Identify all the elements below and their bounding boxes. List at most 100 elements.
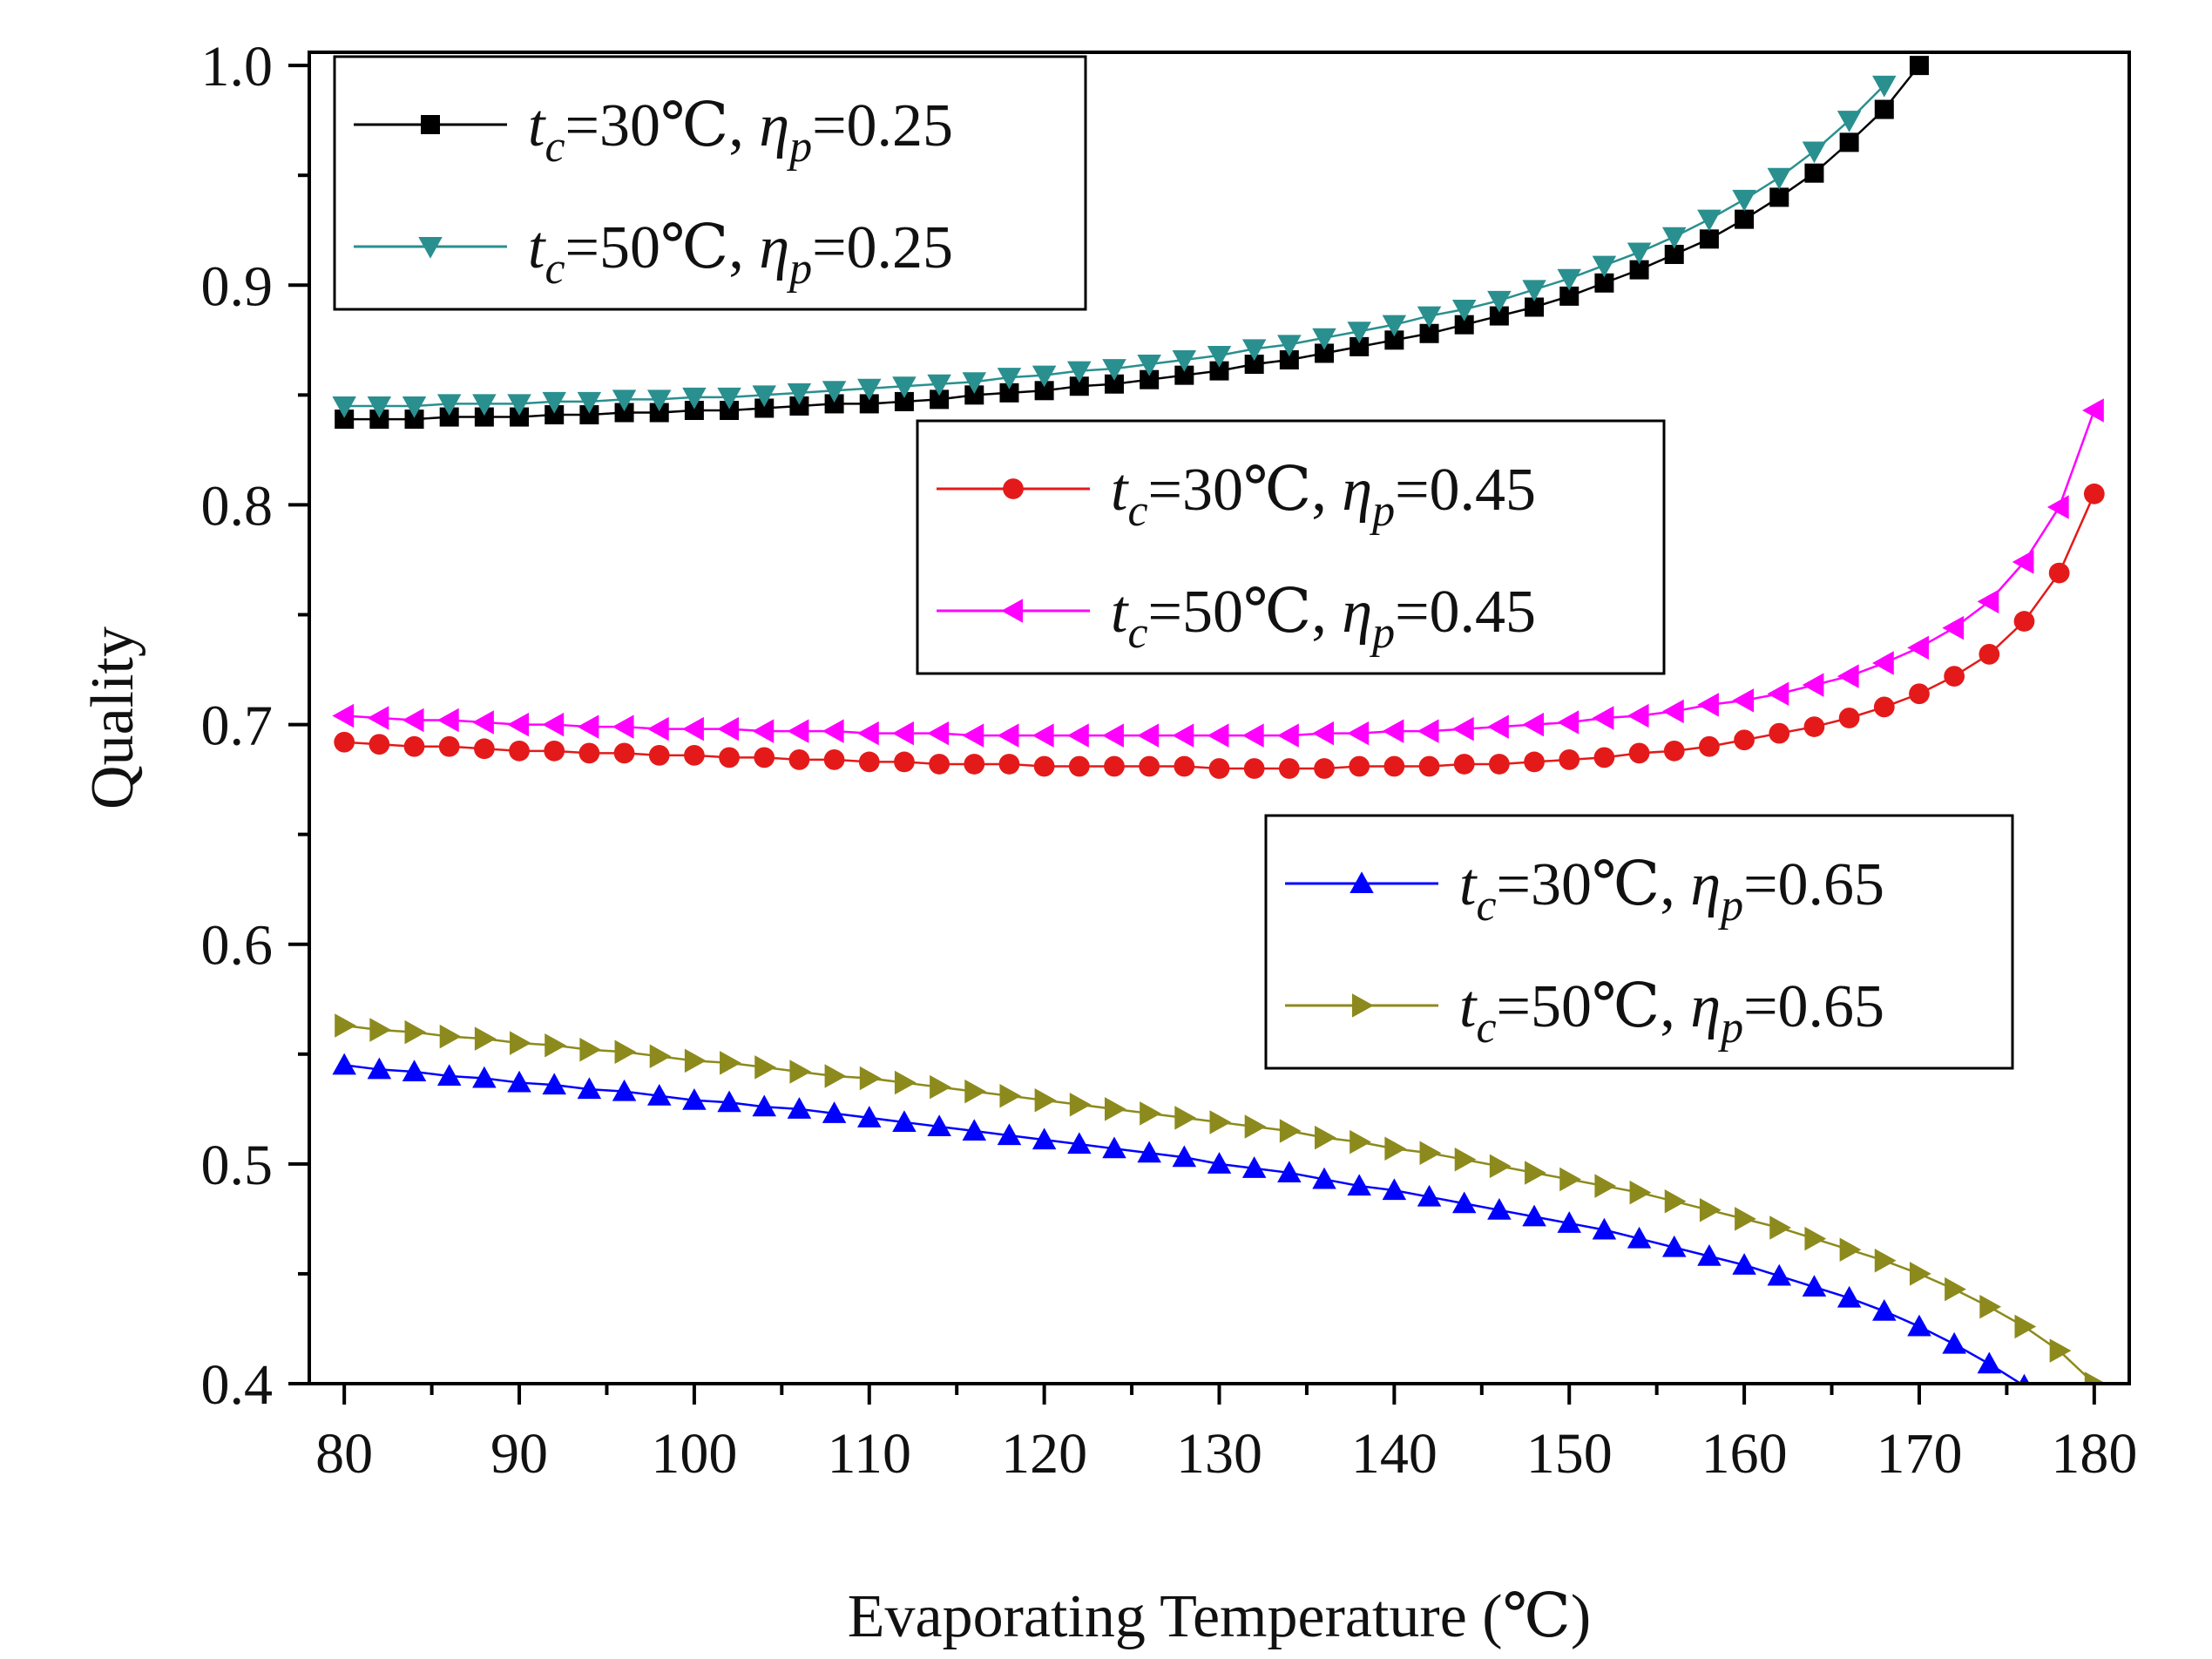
data-point (1874, 99, 1894, 119)
data-point (579, 1037, 602, 1062)
data-point (927, 374, 951, 396)
data-point (1699, 1198, 1722, 1222)
data-point (332, 703, 355, 728)
data-point (1735, 209, 1755, 229)
x-tick-label: 120 (1001, 1422, 1087, 1486)
data-point (1977, 1351, 2002, 1374)
data-point (1137, 723, 1160, 748)
data-point (754, 1055, 776, 1080)
data-point (544, 740, 565, 762)
data-point (2013, 611, 2035, 632)
data-point (1522, 1204, 1546, 1227)
data-point (1241, 339, 1267, 362)
data-point (824, 394, 844, 414)
data-point (612, 1079, 637, 1101)
data-point (1277, 335, 1302, 357)
data-point (332, 1053, 356, 1075)
legend-label-part: η (1342, 579, 1372, 646)
data-point (717, 387, 741, 410)
data-point (720, 400, 740, 420)
data-point (646, 389, 672, 412)
data-point (964, 385, 984, 405)
legend-label-part: t (1459, 973, 1478, 1040)
data-point (1069, 1093, 1092, 1117)
data-point (1662, 699, 1684, 724)
data-point (1942, 1331, 1966, 1354)
data-point (717, 716, 740, 741)
data-point (577, 1077, 602, 1100)
data-point (2046, 495, 2069, 519)
legend-box (916, 419, 1666, 675)
data-point (1627, 703, 1649, 728)
data-point (612, 389, 637, 412)
data-point (1033, 755, 1055, 777)
data-point (402, 396, 427, 418)
data-point (1241, 723, 1264, 748)
data-point (332, 396, 356, 418)
data-point (1525, 297, 1545, 317)
legend-label-part: =0.45 (1395, 457, 1536, 524)
data-point (1347, 322, 1371, 343)
data-point (1102, 1136, 1126, 1159)
data-point (577, 714, 599, 739)
data-point (1489, 306, 1509, 326)
data-point (472, 710, 494, 735)
data-point (472, 394, 497, 416)
data-point (1277, 723, 1299, 748)
data-point (579, 405, 599, 425)
data-point (999, 1083, 1022, 1108)
data-point (1557, 710, 1580, 735)
data-point (1172, 723, 1194, 748)
data-point (752, 385, 776, 408)
data-point (613, 742, 635, 764)
data-point (997, 723, 1019, 748)
y-tick-label: 0.7 (201, 694, 274, 758)
y-tick-label: 0.4 (201, 1353, 274, 1417)
legend-label-part: =0.65 (1743, 851, 1884, 918)
data-point (1451, 1191, 1477, 1214)
data-point (1839, 1237, 1862, 1262)
legend-label-part: t (1111, 579, 1129, 646)
series-3 (334, 483, 2105, 779)
data-point (474, 407, 494, 427)
data-point (542, 712, 565, 737)
data-point (474, 1026, 497, 1051)
data-point (1697, 209, 1722, 232)
data-point (1140, 369, 1160, 389)
data-point (436, 708, 459, 733)
data-point (369, 410, 389, 430)
data-point (1067, 361, 1092, 383)
series-2 (332, 75, 1897, 418)
data-point (1909, 56, 1929, 76)
data-point (787, 719, 809, 743)
data-point (1172, 1145, 1197, 1168)
data-point (1767, 167, 1792, 190)
data-point (404, 1019, 427, 1045)
data-point (892, 721, 914, 746)
legend-label-part: c (1476, 881, 1496, 931)
data-point (1802, 141, 1827, 164)
data-point (1802, 1275, 1827, 1297)
data-point (1137, 355, 1161, 376)
data-point (1837, 1285, 1862, 1308)
data-point (402, 708, 424, 733)
data-point (1172, 350, 1197, 372)
x-tick-label: 130 (1176, 1422, 1262, 1486)
data-point (1350, 1129, 1371, 1155)
data-point (510, 1031, 531, 1055)
data-point (507, 1070, 531, 1093)
data-point (999, 383, 1019, 403)
data-point (927, 721, 950, 746)
legend-label-part: =50℃, (565, 214, 760, 281)
data-point (1559, 749, 1580, 770)
legend-box (333, 55, 1087, 311)
y-tick-label: 1.0 (201, 35, 274, 98)
legend-label-part: =50℃, (1148, 579, 1343, 646)
data-point (1522, 712, 1545, 737)
data-point (1315, 343, 1335, 363)
data-point (1453, 754, 1475, 775)
data-point (334, 731, 355, 753)
